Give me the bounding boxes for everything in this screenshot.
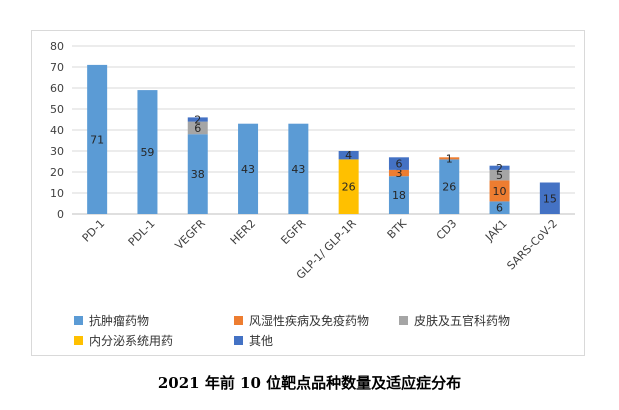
x-tick-label: PD-1 bbox=[80, 217, 108, 245]
data-label: 43 bbox=[291, 163, 305, 176]
legend-label: 皮肤及五官科药物 bbox=[414, 314, 511, 328]
legend-label: 风湿性疾病及免疫药物 bbox=[249, 314, 370, 328]
data-label: 2 bbox=[194, 114, 201, 127]
data-label: 3 bbox=[395, 167, 402, 180]
data-label: 6 bbox=[194, 122, 201, 135]
bar-segment bbox=[338, 151, 359, 160]
legend-label: 其他 bbox=[249, 334, 274, 348]
bar-segment bbox=[439, 159, 460, 214]
chart-frame: 0 10 20 30 40 50 60 70 80 71 59 38 6 2 43 43 26 4 18 3 6 26 1 6… bbox=[31, 30, 585, 356]
bar-segment bbox=[489, 180, 510, 202]
bar-segment bbox=[238, 123, 259, 214]
x-tick-label: SARS-CoV-2 bbox=[504, 217, 560, 273]
data-label: 10 bbox=[493, 185, 507, 198]
data-label: 4 bbox=[345, 149, 352, 162]
y-tick-label: 80 bbox=[50, 40, 64, 53]
bar-segment bbox=[489, 201, 510, 214]
data-label: 5 bbox=[496, 169, 503, 182]
x-tick-label: HER2 bbox=[228, 217, 258, 247]
bar-segment bbox=[338, 159, 359, 214]
data-label: 18 bbox=[392, 189, 406, 202]
data-label: 1 bbox=[446, 152, 453, 165]
x-tick-label: PDL-1 bbox=[126, 217, 158, 249]
data-label: 6 bbox=[395, 158, 402, 171]
y-tick-label: 40 bbox=[50, 124, 64, 137]
y-tick-label: 50 bbox=[50, 103, 64, 116]
data-label: 71 bbox=[90, 133, 104, 146]
bar-segment bbox=[489, 169, 510, 181]
y-tick-label: 10 bbox=[50, 187, 64, 200]
x-tick-label: EGFR bbox=[278, 217, 308, 247]
legend-item: 皮肤及五官科药物 bbox=[399, 312, 510, 329]
data-label: 26 bbox=[442, 181, 456, 194]
legend-swatch bbox=[74, 316, 83, 325]
figure-caption: 2021 年前 10 位靶点品种数量及适应症分布 bbox=[157, 374, 462, 392]
bar-segment bbox=[388, 169, 409, 177]
legend-label: 抗肿瘤药物 bbox=[89, 314, 150, 328]
legend-item: 风湿性疾病及免疫药物 bbox=[234, 312, 369, 329]
bar-segment bbox=[288, 123, 309, 214]
data-label: 26 bbox=[342, 181, 356, 194]
legend-swatch bbox=[399, 316, 408, 325]
data-label: 2 bbox=[496, 162, 503, 175]
data-label: 38 bbox=[191, 168, 205, 181]
bar-segment bbox=[137, 90, 158, 214]
x-tick-label: CD3 bbox=[434, 217, 460, 243]
legend-label: 内分泌系统用药 bbox=[89, 334, 174, 348]
x-tick-label: BTK bbox=[385, 216, 410, 241]
legend-swatch bbox=[234, 336, 243, 345]
y-tick-label: 0 bbox=[57, 208, 64, 221]
data-label: 15 bbox=[543, 192, 557, 205]
bar-segment bbox=[187, 117, 208, 122]
y-tick-label: 30 bbox=[50, 145, 64, 158]
legend-swatch bbox=[234, 316, 243, 325]
y-tick-label: 20 bbox=[50, 166, 64, 179]
data-label: 59 bbox=[140, 146, 154, 159]
y-tick-label: 70 bbox=[50, 61, 64, 74]
x-tick-label: JAK1 bbox=[482, 217, 509, 244]
bar-segment bbox=[439, 157, 460, 160]
x-tick-label: VEGFR bbox=[173, 217, 209, 253]
bar-segment bbox=[388, 157, 409, 170]
legend-item: 其他 bbox=[234, 332, 273, 349]
bar-segment bbox=[489, 165, 510, 170]
legend-swatch bbox=[74, 336, 83, 345]
legend-item: 内分泌系统用药 bbox=[74, 332, 173, 349]
bar-segment bbox=[187, 121, 208, 135]
data-label: 43 bbox=[241, 163, 255, 176]
bar-segment bbox=[539, 182, 560, 214]
bar-segment bbox=[187, 134, 208, 214]
y-tick-label: 60 bbox=[50, 82, 64, 95]
data-label: 6 bbox=[496, 202, 503, 215]
bar-segment bbox=[87, 64, 108, 215]
bar-segment bbox=[388, 176, 409, 214]
legend-item: 抗肿瘤药物 bbox=[74, 312, 149, 329]
